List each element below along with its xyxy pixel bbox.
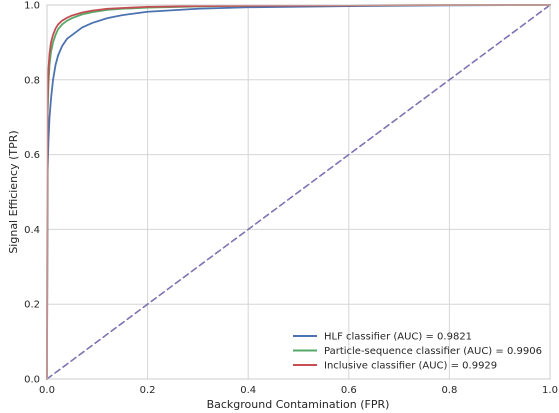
- legend-entry: HLF classifier (AUC) = 0.9821: [324, 332, 472, 343]
- x-tick-labels: 0.0 0.2 0.4 0.6 0.8 1.0: [39, 385, 558, 396]
- y-tick-label: 0.0: [24, 375, 40, 386]
- x-tick-label: 0.4: [240, 385, 256, 396]
- diagonal-reference-line: [46, 4, 551, 380]
- x-tick-label: 0.8: [441, 385, 457, 396]
- legend-entry: Particle-sequence classifier (AUC) = 0.9…: [324, 346, 542, 357]
- x-tick-label: 0.6: [341, 385, 357, 396]
- plot-frame: [46, 4, 551, 380]
- y-tick-label: 0.8: [24, 75, 40, 86]
- y-axis-label: Signal Efficiency (TPR): [7, 130, 20, 253]
- y-tick-label: 1.0: [24, 1, 40, 12]
- x-tick-label: 0.0: [39, 385, 55, 396]
- series-line-2: [46, 4, 551, 380]
- x-tick-label: 1.0: [542, 385, 558, 396]
- legend-entry: Inclusive classifier (AUC) = 0.9929: [324, 361, 497, 372]
- legend: HLF classifier (AUC) = 0.9821 Particle-se…: [293, 332, 542, 372]
- y-tick-label: 0.2: [24, 300, 40, 311]
- grid-lines: [46, 4, 551, 380]
- y-tick-labels: 0.0 0.2 0.4 0.6 0.8 1.0: [24, 1, 40, 386]
- x-tick-label: 0.2: [140, 385, 156, 396]
- y-tick-label: 0.6: [24, 150, 40, 161]
- x-axis-label: Background Contamination (FPR): [207, 398, 390, 411]
- series-line-0: [46, 4, 551, 380]
- series-layer: [46, 4, 551, 380]
- y-tick-label: 0.4: [24, 225, 40, 236]
